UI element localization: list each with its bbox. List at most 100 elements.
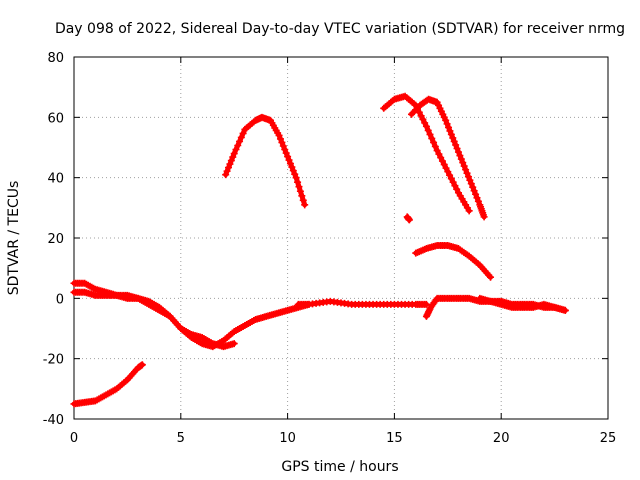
data-point [222, 171, 230, 179]
data-point [421, 119, 429, 127]
data-point [454, 148, 462, 156]
data-point [452, 141, 460, 149]
data-point [285, 156, 293, 164]
y-tick-label: 40 [47, 172, 64, 187]
data-point [419, 115, 427, 123]
data-point [424, 126, 432, 134]
data-point [444, 168, 452, 176]
data-point [296, 187, 304, 195]
data-point [229, 153, 237, 161]
data-point [487, 273, 495, 281]
data-point [291, 170, 299, 178]
data-point [467, 180, 475, 188]
data-point [456, 152, 464, 160]
data-point [473, 194, 481, 202]
y-tick-label: 60 [47, 111, 64, 126]
data-point [431, 142, 439, 150]
data-point [428, 134, 436, 142]
data-point [223, 167, 231, 175]
data-point [279, 142, 287, 150]
data-point [460, 162, 468, 170]
data-point [417, 112, 425, 120]
x-axis-label: GPS time / hours [281, 459, 398, 475]
data-point [453, 185, 461, 193]
data-point [446, 171, 454, 179]
data-point [301, 201, 309, 209]
x-tick-label: 0 [70, 431, 78, 446]
series-line [71, 289, 237, 350]
series-arc-9 [412, 242, 495, 281]
data-point [443, 120, 451, 128]
data-point [232, 146, 240, 154]
x-tick-label: 5 [177, 431, 185, 446]
data-point [438, 157, 446, 165]
data-point [474, 197, 482, 205]
data-point [292, 174, 300, 182]
data-point [465, 207, 473, 215]
data-point [276, 135, 284, 143]
data-point [289, 167, 297, 175]
series-arc-11 [476, 294, 569, 314]
data-point [239, 129, 247, 137]
y-tick-label: -20 [43, 353, 64, 368]
series-line [223, 114, 308, 208]
grid [74, 57, 608, 419]
data-point [275, 131, 283, 139]
x-tick-label: 20 [493, 431, 510, 446]
data-point [282, 149, 290, 157]
y-tick-label: 0 [56, 292, 64, 307]
data-point [442, 164, 450, 172]
data-point [464, 173, 472, 181]
data-point [480, 213, 488, 221]
data-point [230, 150, 238, 158]
x-tick-label: 10 [279, 431, 296, 446]
data-point [437, 154, 445, 162]
data-point [472, 190, 480, 198]
axis-ticks: 0 5 10 15 20 25 -40 -20 0 20 40 60 80 [43, 51, 617, 446]
data-point [469, 183, 477, 191]
data-point [463, 169, 471, 177]
data-point [449, 134, 457, 142]
data-series [70, 92, 569, 408]
data-point [435, 150, 443, 158]
data-point [440, 161, 448, 169]
data-point [462, 166, 470, 174]
data-point [295, 183, 303, 191]
data-point [284, 153, 292, 161]
data-point [450, 137, 458, 145]
series-arc-7 [407, 95, 488, 221]
data-point [451, 182, 459, 190]
data-point [225, 164, 233, 172]
data-point [288, 163, 296, 171]
series-arc-8 [403, 213, 413, 224]
series-arc-4 [294, 297, 430, 308]
data-point [433, 147, 441, 155]
data-point [227, 157, 235, 165]
data-point [430, 138, 438, 146]
series-arc-2 [70, 279, 313, 351]
data-point [442, 116, 450, 124]
data-point [234, 141, 242, 149]
series-arc-6 [380, 92, 473, 215]
data-point [457, 155, 465, 163]
series-arc-1 [70, 361, 146, 408]
x-tick-label: 25 [600, 431, 617, 446]
data-point [298, 192, 306, 200]
data-point [459, 159, 467, 167]
data-point [236, 137, 244, 145]
data-point [447, 175, 455, 183]
data-point [449, 178, 457, 186]
data-point [138, 361, 146, 369]
data-point [422, 300, 430, 308]
data-point [422, 122, 430, 130]
y-tick-label: 20 [47, 232, 64, 247]
data-point [299, 196, 307, 204]
chart-title: Day 098 of 2022, Sidereal Day-to-day VTE… [55, 21, 625, 37]
data-point [237, 133, 245, 141]
data-point [470, 187, 478, 195]
data-point [278, 138, 286, 146]
data-point [281, 146, 289, 154]
data-point [230, 340, 238, 348]
data-point [445, 123, 453, 131]
